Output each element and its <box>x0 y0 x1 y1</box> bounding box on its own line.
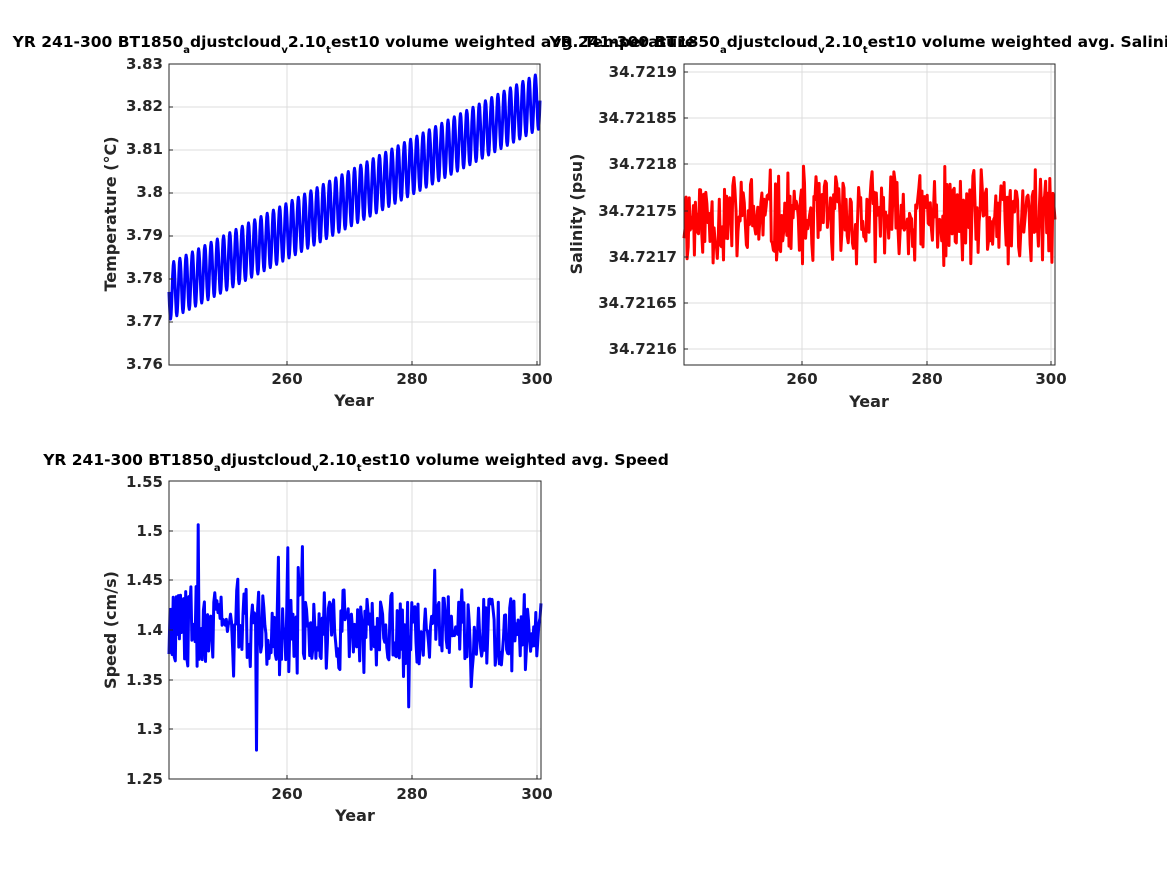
speed-ytick-label: 1.5 <box>136 522 163 540</box>
speed-title: YR 241-300 BT1850adjustcloudv2.10test10 … <box>42 451 669 474</box>
speed-ytick-label: 1.3 <box>136 720 163 738</box>
salinity-title: YR 241-300 BT1850adjustcloudv2.10test10 … <box>548 33 1167 56</box>
salinity-panel: YR 241-300 BT1850adjustcloudv2.10test10 … <box>548 33 1167 411</box>
temperature-xtick-label: 260 <box>271 370 302 388</box>
temperature-ytick-label: 3.81 <box>126 140 163 158</box>
speed-ytick-label: 1.25 <box>126 770 163 788</box>
temperature-ytick-label: 3.77 <box>126 312 163 330</box>
temperature-ytick-label: 3.76 <box>126 355 163 373</box>
salinity-xlabel: Year <box>848 392 889 411</box>
speed-ytick-label: 1.55 <box>126 473 163 491</box>
salinity-ytick-label: 34.7218 <box>609 155 677 173</box>
salinity-ytick-label: 34.72185 <box>598 109 677 127</box>
speed-xtick-label: 300 <box>521 785 552 803</box>
salinity-ytick-label: 34.72165 <box>598 294 677 312</box>
temperature-title: YR 241-300 BT1850adjustcloudv2.10test10 … <box>12 33 696 56</box>
salinity-ytick-label: 34.7217 <box>609 248 677 266</box>
salinity-xtick-label: 260 <box>786 370 817 388</box>
temperature-axes-box <box>168 63 541 366</box>
temperature-xtick-label: 280 <box>396 370 427 388</box>
salinity-series-line <box>682 164 1057 267</box>
speed-xtick-label: 260 <box>271 785 302 803</box>
salinity-xtick-label: 280 <box>911 370 942 388</box>
salinity-ylabel: Salinity (psu) <box>567 154 586 275</box>
temperature-y-ticks <box>169 63 538 366</box>
temperature-xtick-label: 300 <box>521 370 552 388</box>
temperature-ytick-label: 3.82 <box>126 97 163 115</box>
salinity-ytick-label: 34.72175 <box>598 202 677 220</box>
speed-ytick-label: 1.4 <box>136 621 163 639</box>
salinity-ytick-label: 34.7219 <box>609 63 677 81</box>
speed-ylabel: Speed (cm/s) <box>101 571 120 689</box>
temperature-xlabel: Year <box>333 391 374 410</box>
salinity-xtick-label: 300 <box>1035 370 1066 388</box>
speed-ytick-label: 1.45 <box>126 571 163 589</box>
speed-xlabel: Year <box>334 806 375 825</box>
salinity-axes-box <box>683 63 1056 366</box>
speed-series-line <box>167 523 543 752</box>
temperature-ylabel: Temperature (°C) <box>101 136 120 291</box>
temperature-ytick-label: 3.79 <box>126 226 163 244</box>
temperature-ytick-label: 3.83 <box>126 55 163 73</box>
speed-ticks <box>169 480 538 780</box>
speed-xtick-label: 280 <box>396 785 427 803</box>
speed-grid <box>169 481 541 779</box>
speed-ytick-label: 1.35 <box>126 671 163 689</box>
temperature-series-line <box>167 73 542 321</box>
temperature-ytick-label: 3.78 <box>126 269 163 287</box>
salinity-ticks <box>684 71 1052 365</box>
temperature-panel: YR 241-300 BT1850adjustcloudv2.10test10 … <box>12 33 696 410</box>
temperature-ytick-label: 3.8 <box>136 183 163 201</box>
speed-panel: YR 241-300 BT1850adjustcloudv2.10test10 … <box>42 451 669 825</box>
salinity-ytick-label: 34.7216 <box>609 340 677 358</box>
